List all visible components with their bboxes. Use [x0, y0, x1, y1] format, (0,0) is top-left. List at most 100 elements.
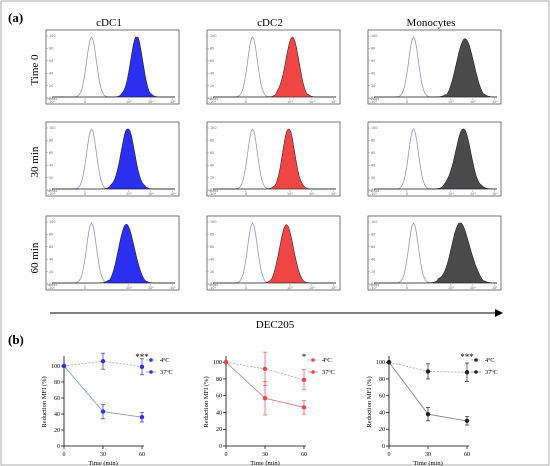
histogram-y-tick-label: 60	[49, 151, 53, 155]
histogram-y-origin-label: %Max	[47, 97, 57, 101]
histogram-x-tick-label: 10⁵	[331, 286, 337, 290]
y-tick-label: 40	[216, 410, 222, 416]
line-chart-cdc2: 0 20 40 60 80 100 0 30 60 Time (min) Reduction MFI…	[203, 351, 335, 466]
y-tick-label: 100	[376, 360, 385, 366]
histogram-y-tick-label: 40	[210, 257, 214, 261]
y-tick-label: 60	[216, 394, 222, 400]
histogram-x-tick-label: 10³	[287, 100, 293, 104]
histogram-frame	[367, 215, 502, 291]
y-tick-label: 80	[54, 380, 60, 386]
histogram-x-tick-label: 10³	[287, 192, 293, 196]
histogram-x-tick-label: 0	[245, 192, 247, 196]
y-tick-label: 40	[379, 410, 385, 416]
histogram-frame	[206, 121, 341, 197]
legend-label: 4ºC	[160, 357, 170, 364]
histogram-frame	[45, 121, 180, 197]
histogram-x-tick-label: 10³	[287, 286, 293, 290]
histogram-y-tick-label: 0	[210, 282, 212, 286]
sample-histogram-fill	[52, 128, 175, 190]
histogram-y-tick-label: 0	[371, 188, 373, 192]
histogram-y-tick-label: 60	[49, 59, 53, 63]
histogram-y-tick-label: 40	[210, 163, 214, 167]
histogram-y-origin-label: %Max	[369, 97, 379, 101]
data-point	[425, 411, 431, 417]
histogram-y-tick-label: 0	[371, 282, 373, 286]
data-point	[464, 370, 470, 375]
histogram-y-tick-label: 40	[371, 71, 375, 75]
column-title-cdc2: cDC2	[257, 17, 283, 29]
histogram-x-tick-label: 10⁴	[309, 192, 315, 196]
legend-label: 37ºC	[485, 369, 498, 376]
histogram-y-tick-label: 80	[371, 139, 375, 143]
y-axis-label: Reduction MFI (%)	[366, 376, 373, 427]
histogram-y-tick-label: 40	[371, 257, 375, 261]
x-tick-label: 0	[388, 452, 391, 458]
histogram-y-tick-label: 20	[371, 84, 375, 88]
histogram-y-tick-label: 100	[49, 126, 55, 130]
sample-histogram-fill	[374, 128, 497, 190]
histogram-y-tick-label: 60	[210, 151, 214, 155]
data-point	[262, 366, 268, 372]
column-title-monocytes: Monocytes	[407, 17, 456, 29]
histogram-x-start-label: -10³	[48, 286, 56, 290]
x-tick-label: 60	[464, 452, 470, 458]
histogram-x-tick-label: 0	[245, 286, 247, 290]
histogram-x-tick-label: 10⁵	[170, 100, 176, 104]
histogram-x-tick-label: 10⁴	[309, 100, 315, 104]
row-label-time-0: Time 0	[29, 54, 41, 86]
histogram-x-tick-label: 10³	[126, 100, 132, 104]
significance-marker: ***	[460, 352, 474, 362]
y-tick-label: 20	[379, 427, 385, 433]
histogram-x-start-label: -10³	[209, 286, 217, 290]
histogram-x-tick-label: 10⁵	[492, 100, 498, 104]
y-tick-label: 80	[216, 377, 222, 383]
histogram-y-tick-label: 80	[210, 233, 214, 237]
row-label-30-min: 30 min	[29, 146, 41, 177]
histogram-x-tick-label: 0	[406, 100, 408, 104]
histogram-x-tick-label: 10⁵	[331, 100, 337, 104]
histogram-x-tick-label: 0	[245, 100, 247, 104]
data-point	[61, 363, 67, 369]
legend-marker	[311, 370, 315, 374]
y-tick-label: 40	[54, 412, 60, 418]
legend-marker	[149, 370, 153, 374]
histogram-y-tick-label: 20	[49, 270, 53, 274]
data-point	[301, 405, 307, 410]
legend-marker	[311, 358, 315, 362]
histogram-x-tick-label: 10⁵	[492, 192, 498, 196]
histogram-x-tick-label: 10⁴	[148, 286, 154, 290]
histogram-x-tick-label: 10³	[448, 192, 454, 196]
histogram-y-tick-label: 20	[210, 176, 214, 180]
histogram-y-tick-label: 80	[49, 47, 53, 51]
histogram-y-tick-label: 80	[371, 233, 375, 237]
histogram-y-tick-label: 20	[210, 84, 214, 88]
histogram-frame	[206, 215, 341, 291]
x-tick-label: 30	[100, 452, 106, 458]
histogram-y-tick-label: 60	[371, 245, 375, 249]
x-tick-label: 0	[225, 452, 228, 458]
data-point	[301, 377, 307, 382]
data-point	[100, 359, 106, 364]
histogram-x-tick-label: 10⁴	[470, 100, 476, 104]
histogram-y-tick-label: 20	[371, 270, 375, 274]
sample-histogram-fill	[52, 36, 175, 98]
histogram-y-origin-label: %Max	[369, 189, 379, 193]
histogram-y-tick-label: 100	[49, 34, 55, 38]
histogram-x-tick-label: 10⁴	[470, 192, 476, 196]
histogram-x-start-label: -10³	[48, 192, 56, 196]
histogram-x-tick-label: 10⁴	[148, 100, 154, 104]
significance-marker: ***	[135, 352, 149, 362]
panel-b-label: (b)	[8, 332, 24, 347]
histogram-y-tick-label: 0	[371, 96, 373, 100]
dec205-axis-label: DEC205	[256, 319, 295, 331]
column-title-cdc1: cDC1	[96, 17, 122, 29]
y-tick-label: 60	[54, 396, 60, 402]
histogram-y-tick-label: 20	[49, 176, 53, 180]
histogram-y-origin-label: %Max	[47, 189, 57, 193]
y-tick-label: 20	[54, 428, 60, 434]
histogram-y-tick-label: 0	[49, 282, 51, 286]
